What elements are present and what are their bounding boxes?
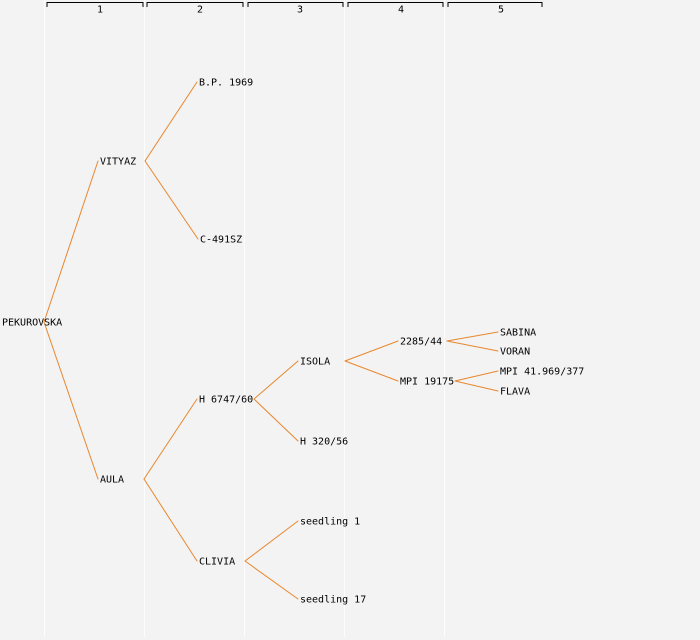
node-label-isola: ISOLA: [300, 357, 330, 368]
edge-isola-2285-44: [344, 340, 399, 362]
edge-vityaz-c-491sz: [144, 160, 199, 240]
node-label-mpi-41969-377: MPI 41.969/377: [500, 367, 584, 378]
edge-h-6747-60-h-320-56: [253, 398, 299, 442]
node-label-h-320-56: H 320/56: [300, 437, 348, 448]
node-label-c-491sz: C-491SZ: [200, 235, 242, 246]
node-label-vityaz: VITYAZ: [100, 157, 136, 168]
node-label-bp-1969: B.P. 1969: [199, 78, 253, 89]
generation-number-5: 5: [498, 5, 504, 16]
node-label-seedling-1: seedling 1: [300, 517, 360, 528]
edge-clivia-seedling-1: [244, 520, 299, 562]
node-label-voran: VORAN: [500, 347, 530, 358]
edge-isola-mpi-19175: [344, 360, 399, 382]
node-label-mpi-19175: MPI 19175: [400, 377, 454, 388]
generation-bracket-1: [46, 2, 144, 7]
generation-number-3: 3: [297, 5, 303, 16]
edge-aula-clivia: [143, 478, 198, 562]
edge-h-6747-60-isola: [253, 360, 299, 400]
edge-clivia-seedling-17: [244, 560, 299, 600]
edge-mpi-19175-flava: [454, 380, 499, 392]
node-label-2285-44: 2285/44: [400, 337, 442, 348]
edge-2285-44-sabina: [446, 331, 499, 342]
edge-mpi-19175-mpi-41969-377: [454, 370, 499, 382]
generation-number-4: 4: [398, 5, 404, 16]
node-label-sabina: SABINA: [500, 328, 536, 339]
generation-bracket-4: [347, 2, 444, 7]
edge-2285-44-voran: [446, 340, 499, 352]
generation-number-2: 2: [197, 5, 203, 16]
generation-number-1: 1: [97, 5, 103, 16]
edge-pekurovska-aula: [43, 321, 99, 480]
node-label-seedling-17: seedling 17: [300, 595, 366, 606]
node-label-h-6747-60: H 6747/60: [199, 395, 253, 406]
node-label-pekurovska: PEKUROVSKA: [2, 318, 62, 329]
edge-vityaz-bp-1969: [144, 81, 198, 162]
generation-bracket-3: [247, 2, 344, 7]
node-label-clivia: CLIVIA: [199, 557, 235, 568]
generation-bracket-5: [447, 2, 543, 7]
edge-aula-h-6747-60: [143, 398, 198, 480]
edge-pekurovska-vityaz: [43, 160, 99, 323]
node-label-aula: AULA: [100, 475, 124, 486]
node-label-flava: FLAVA: [500, 387, 530, 398]
generation-bracket-2: [146, 2, 244, 7]
